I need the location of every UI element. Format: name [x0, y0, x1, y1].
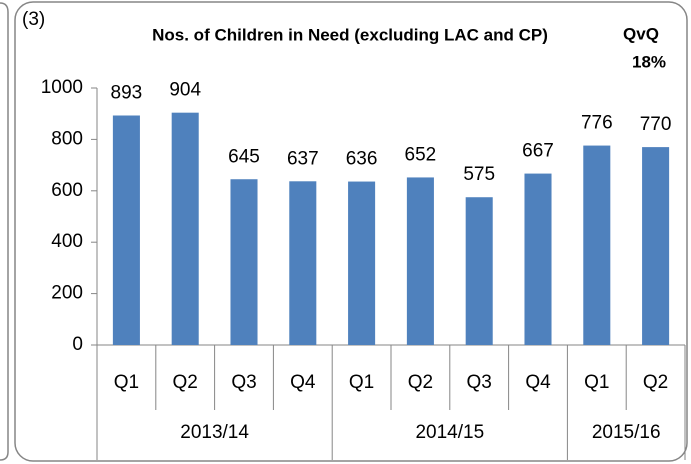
bar: [642, 147, 670, 345]
x-tick-label: Q2: [408, 372, 433, 393]
panel-label: (3): [22, 9, 45, 30]
group-label: 2015/16: [592, 422, 661, 443]
bar: [406, 177, 434, 345]
value-label: 776: [581, 113, 613, 134]
value-label: 645: [228, 146, 260, 167]
x-tick-label: Q2: [643, 372, 668, 393]
annotation-value: 18%: [632, 52, 666, 71]
x-tick-label: Q3: [231, 372, 256, 393]
x-tick-label: Q2: [173, 372, 198, 393]
x-tick-label: Q1: [114, 372, 139, 393]
x-tick-label: Q1: [584, 372, 609, 393]
y-tick-label: 0: [72, 334, 83, 355]
value-label: 904: [169, 80, 201, 101]
x-tick-label: Q3: [467, 372, 492, 393]
bar: [583, 145, 611, 345]
value-label: 636: [346, 149, 378, 170]
chart-title: Nos. of Children in Need (excluding LAC …: [152, 25, 548, 44]
y-tick-label: 1000: [41, 77, 83, 98]
value-label: 893: [111, 83, 143, 104]
annotation-title: QvQ: [623, 24, 659, 43]
bar: [171, 112, 199, 345]
value-label: 637: [287, 148, 319, 169]
value-label: 770: [640, 114, 672, 135]
group-label: 2014/15: [415, 422, 484, 443]
prev-panel-edge: [0, 2, 9, 461]
y-tick-label: 800: [51, 128, 83, 149]
bar: [348, 181, 376, 345]
bar: [112, 115, 140, 346]
value-label: 575: [463, 164, 495, 185]
bar: [465, 197, 493, 345]
value-label: 652: [405, 144, 437, 165]
y-tick-label: 200: [51, 283, 83, 304]
bar: [289, 181, 317, 345]
y-tick-label: 400: [51, 231, 83, 252]
bar: [524, 173, 552, 345]
x-tick-label: Q4: [525, 372, 551, 393]
x-tick-label: Q1: [349, 372, 374, 393]
value-label: 667: [522, 141, 554, 162]
y-tick-label: 600: [51, 180, 83, 201]
group-label: 2013/14: [180, 422, 249, 443]
bar: [230, 179, 258, 345]
x-tick-label: Q4: [290, 372, 316, 393]
